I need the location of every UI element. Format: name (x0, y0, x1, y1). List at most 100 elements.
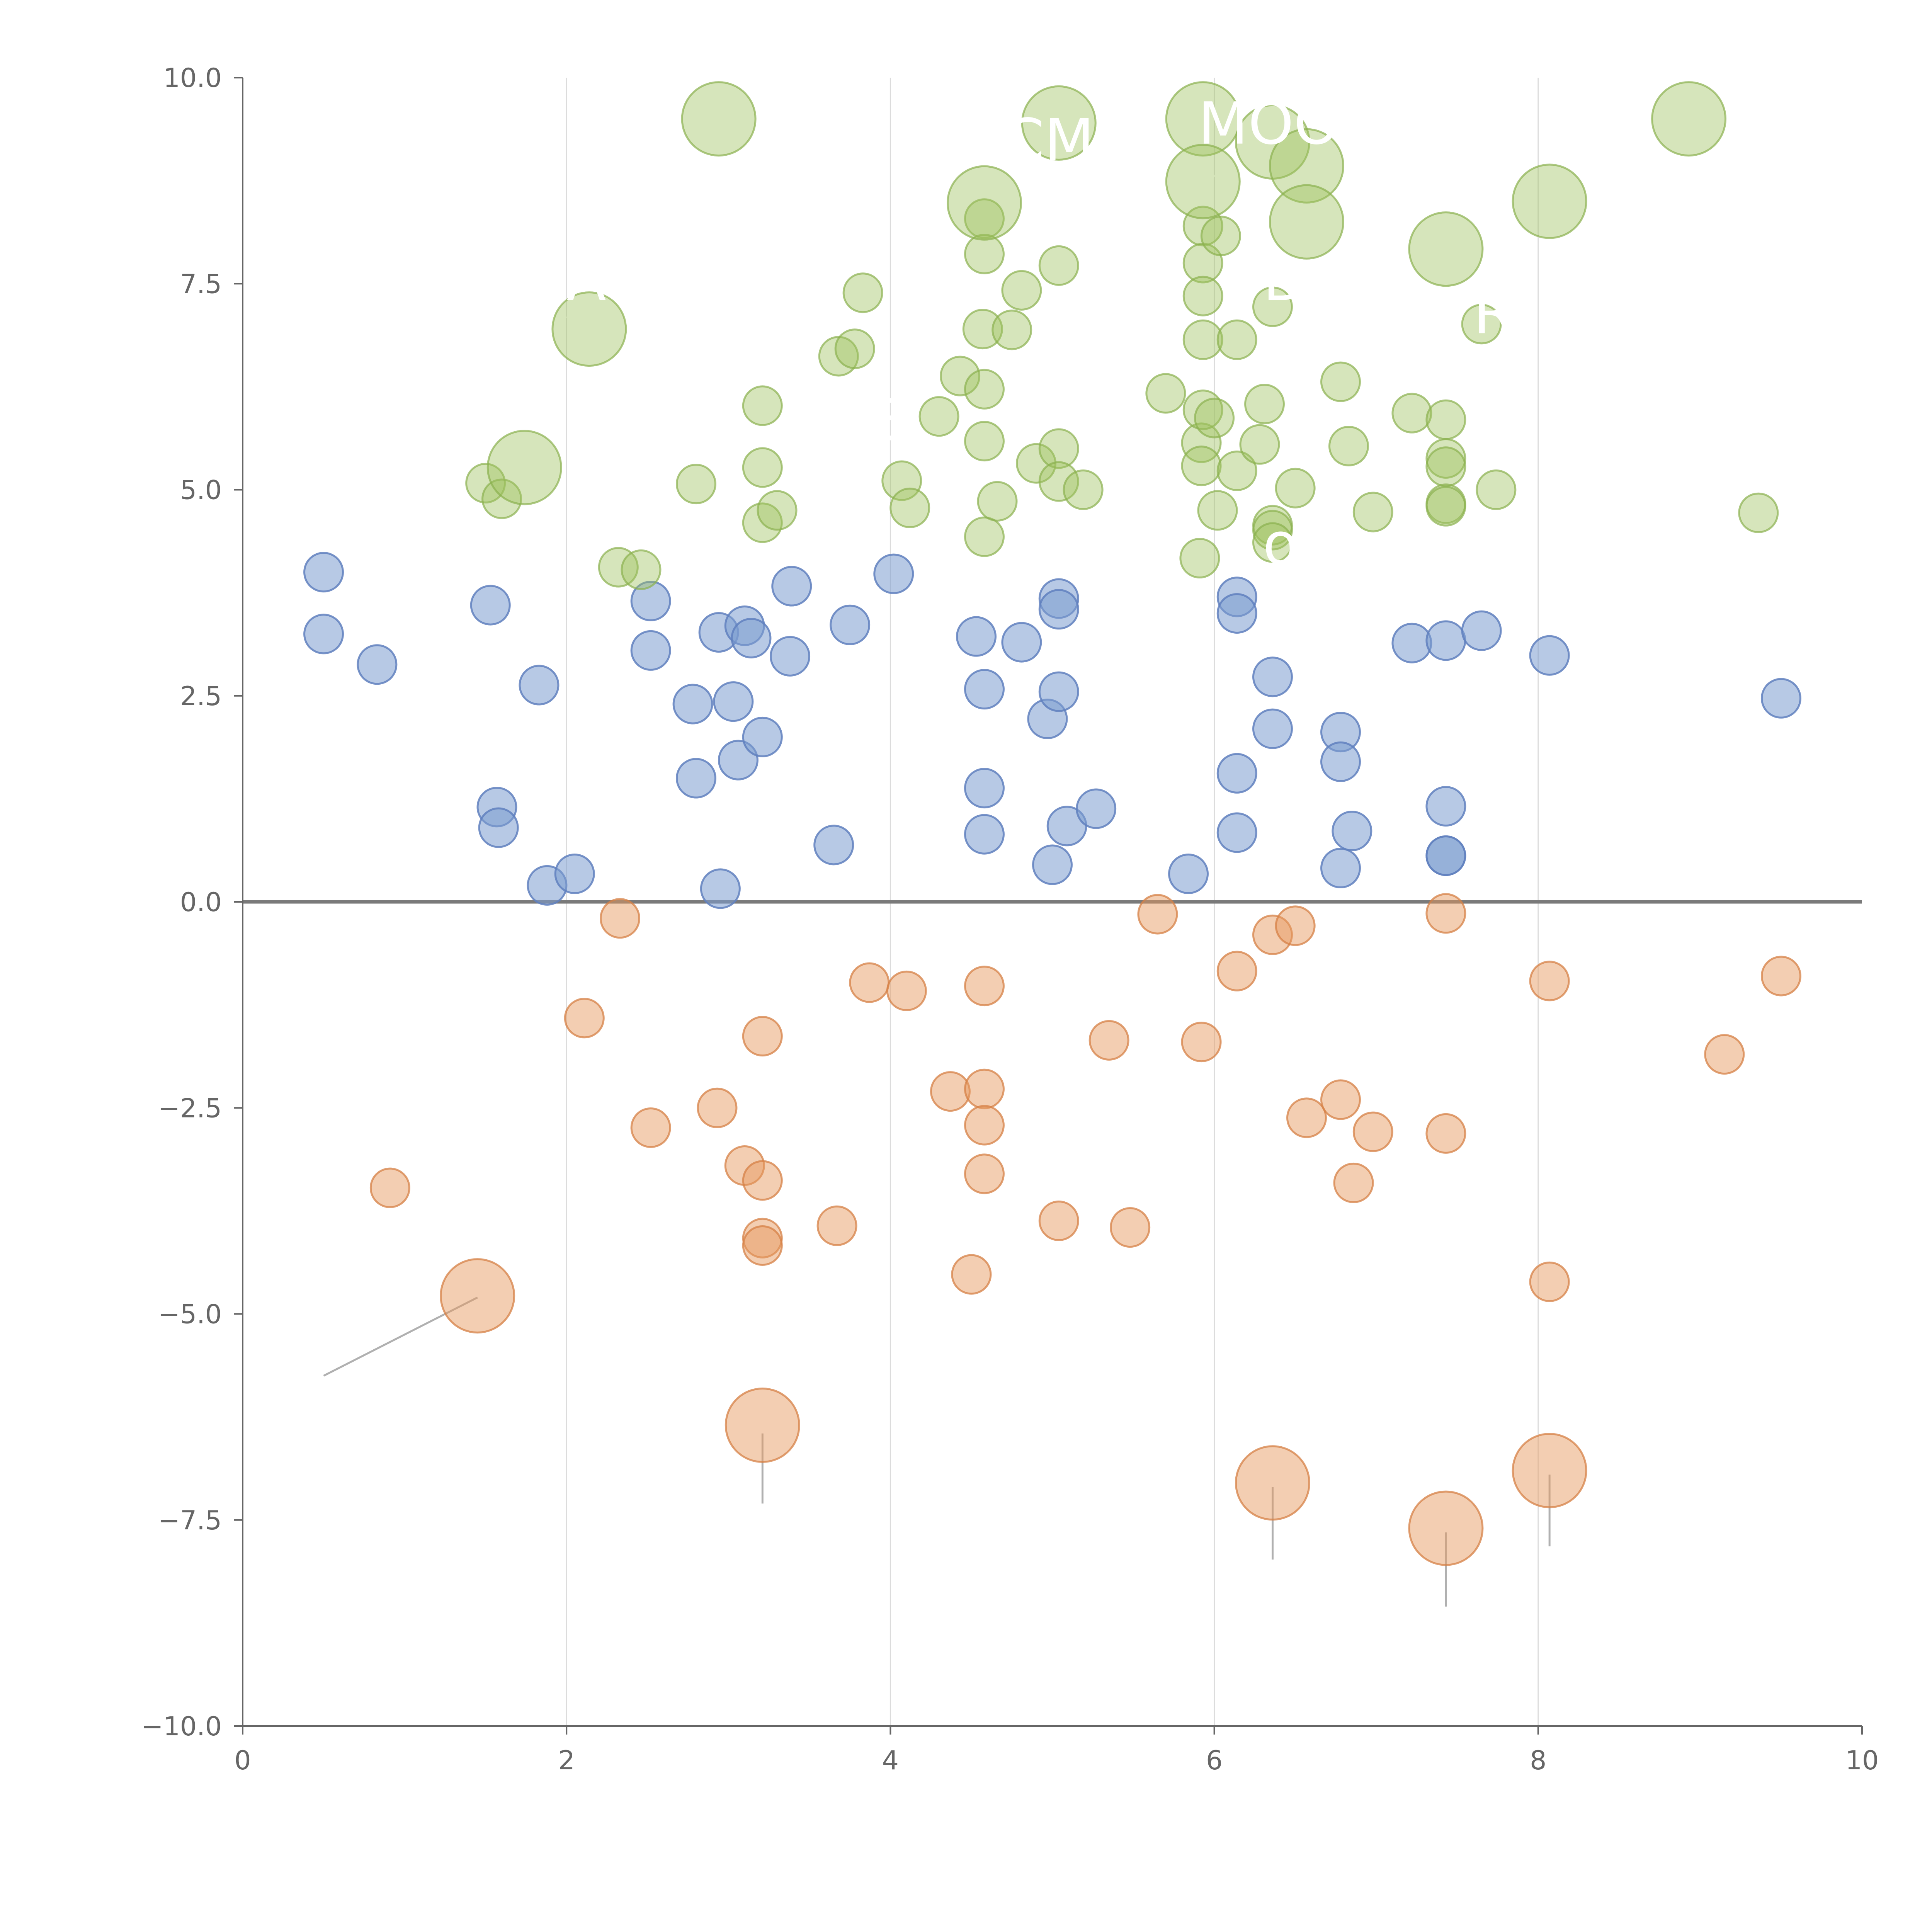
data-point-c (1352, 1111, 1393, 1152)
data-point-c (1252, 914, 1293, 955)
annotation-label: MOO (1198, 90, 1340, 158)
data-point-b (598, 547, 639, 588)
data-point-a (731, 617, 772, 658)
data-point-b (1165, 144, 1241, 219)
data-point-c (724, 1145, 765, 1186)
data-point-b (481, 478, 522, 519)
data-point-a (630, 630, 671, 671)
data-point-b (1352, 492, 1393, 532)
data-point-c (1408, 1490, 1484, 1566)
data-point-c (630, 1107, 671, 1148)
data-point-c (964, 966, 1005, 1007)
data-point-a (1252, 708, 1293, 749)
data-point-a (1425, 786, 1466, 827)
data-point-c (849, 962, 890, 1003)
y-tick-label: 2.5 (180, 681, 222, 712)
x-tick-label: 8 (1530, 1745, 1546, 1776)
y-tick-label: −2.5 (158, 1093, 222, 1124)
data-point-a (700, 868, 741, 909)
data-point-b (742, 447, 783, 488)
data-point-a (1038, 589, 1079, 630)
data-point-a (813, 825, 854, 866)
data-point-b (834, 328, 875, 369)
data-point-b (1216, 319, 1257, 360)
data-point-a (1461, 610, 1502, 651)
y-tick-label: 5.0 (180, 475, 222, 506)
data-point-a (672, 684, 713, 724)
data-point-b (964, 233, 1005, 274)
data-point-b (1001, 270, 1042, 311)
data-point-b (1252, 522, 1293, 563)
data-point-c (1529, 961, 1570, 1002)
data-point-b (621, 549, 662, 590)
annotation-label: D (1263, 247, 1308, 314)
annotation-leader-line (1286, 201, 1308, 223)
data-point-b (1038, 428, 1079, 469)
data-point-b (1252, 510, 1293, 551)
data-point-c (886, 970, 927, 1011)
data-point-b (1021, 85, 1097, 161)
data-point-b (1182, 276, 1223, 316)
data-point-b (1194, 398, 1235, 439)
data-point-c (1286, 1097, 1327, 1138)
data-point-b (1512, 163, 1587, 239)
data-point-c (1275, 905, 1316, 946)
annotations: A C CM MOO LB D Ro (566, 90, 1514, 578)
data-point-b (1425, 399, 1466, 440)
y-tick-label: −7.5 (158, 1505, 222, 1536)
data-point-c (1088, 1020, 1129, 1061)
y-tick-label: 0.0 (180, 887, 222, 918)
data-point-b (918, 396, 959, 437)
data-point-c (1320, 1079, 1361, 1120)
data-point-a (1320, 741, 1361, 782)
data-point-c (1333, 1162, 1374, 1203)
data-point-a (1038, 671, 1079, 712)
data-point-a (1391, 622, 1432, 663)
data-point-a (873, 553, 914, 594)
x-tick-label: 4 (882, 1745, 899, 1776)
data-point-b (757, 490, 798, 531)
annotation-label: LB (842, 387, 914, 454)
data-point-a (1032, 844, 1073, 885)
data-point-b (1182, 389, 1223, 430)
data-point-b (1182, 319, 1223, 360)
data-point-a (1332, 811, 1372, 852)
data-point-c (816, 1205, 857, 1246)
data-point-b (1320, 361, 1361, 402)
data-point-a (478, 807, 519, 848)
data-point-c (1137, 894, 1178, 935)
annotation-leader-line (1058, 108, 1085, 124)
axes: 0 2 4 6 8 10 10.0 7.5 5.0 2.5 0.0 −2.5 −5.0 −7.5 −10.0 (141, 63, 1879, 1776)
data-point-a (771, 566, 812, 607)
data-point-b (1738, 492, 1779, 533)
data-point-b (946, 165, 1022, 241)
data-point-a (1216, 593, 1257, 634)
data-point-a (303, 552, 344, 593)
data-point-c (930, 1071, 971, 1112)
data-point-a (1168, 853, 1209, 894)
data-point-b (964, 516, 1005, 557)
data-point-c (1425, 1113, 1466, 1154)
data-point-a (1216, 812, 1257, 853)
data-point-b (1239, 424, 1280, 465)
data-point-a (1320, 848, 1361, 889)
y-tick-label: 7.5 (180, 269, 222, 299)
annotation-leader-line (501, 460, 525, 469)
data-point-b (1275, 468, 1316, 509)
data-point-b (1038, 461, 1079, 502)
annotation-leader-lines (323, 108, 1716, 1607)
annotation-label: A (566, 247, 606, 314)
data-point-c (742, 1225, 783, 1266)
y-tick-label: −5.0 (158, 1299, 222, 1330)
data-point-a (1252, 656, 1293, 697)
data-point-b (1197, 490, 1238, 531)
data-point-b (1038, 245, 1079, 286)
data-point-c (1038, 1200, 1079, 1241)
data-point-a (964, 669, 1005, 710)
data-point-b (1179, 538, 1220, 579)
annotation-leader-line (1202, 167, 1231, 183)
data-point-b (1145, 373, 1186, 414)
data-point-b (1391, 393, 1432, 434)
data-point-c (1704, 1034, 1745, 1075)
